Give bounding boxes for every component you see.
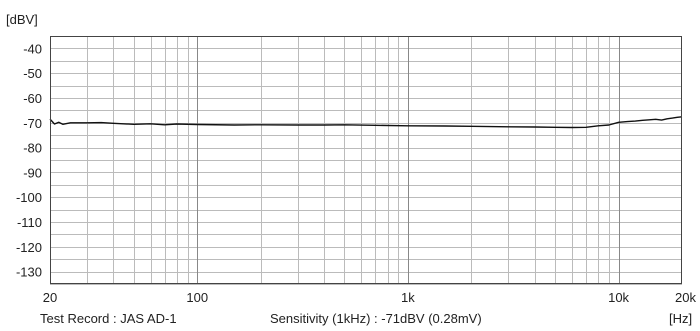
x-tick-label: 20 [43,290,57,305]
y-tick-label: -90 [23,165,42,180]
test-record-label: Test Record : JAS AD-1 [40,311,177,326]
y-tick-label: -120 [16,240,42,255]
y-tick-label: -60 [23,91,42,106]
x-tick-label: 20k [675,290,696,305]
x-tick-label: 100 [186,290,208,305]
y-tick-label: -70 [23,116,42,131]
y-tick-label: -50 [23,66,42,81]
x-tick-label: 10k [608,290,629,305]
y-tick-labels: -40 -50 -60 -70 -80 -90 -100 -110 -120 -130 [16,41,42,279]
y-tick-label: -110 [17,215,42,230]
series-group [49,116,683,129]
hz-unit-label: [Hz] [669,311,693,326]
y-tick-label: -130 [16,265,42,280]
y-tick-label: -80 [23,141,42,156]
y-tick-label: -100 [16,190,42,205]
sensitivity-label: Sensitivity (1kHz) : -71dBV (0.28mV) [270,311,482,326]
series-line-1 [49,116,683,129]
y-axis-label: [dBV] [6,12,38,27]
plot-frame [50,36,682,284]
x-tick-label: 1k [401,290,415,305]
y-tick-label: -40 [23,41,42,56]
chart-grid [50,36,682,285]
x-tick-labels: 20 100 1k 10k 20k [43,290,697,305]
